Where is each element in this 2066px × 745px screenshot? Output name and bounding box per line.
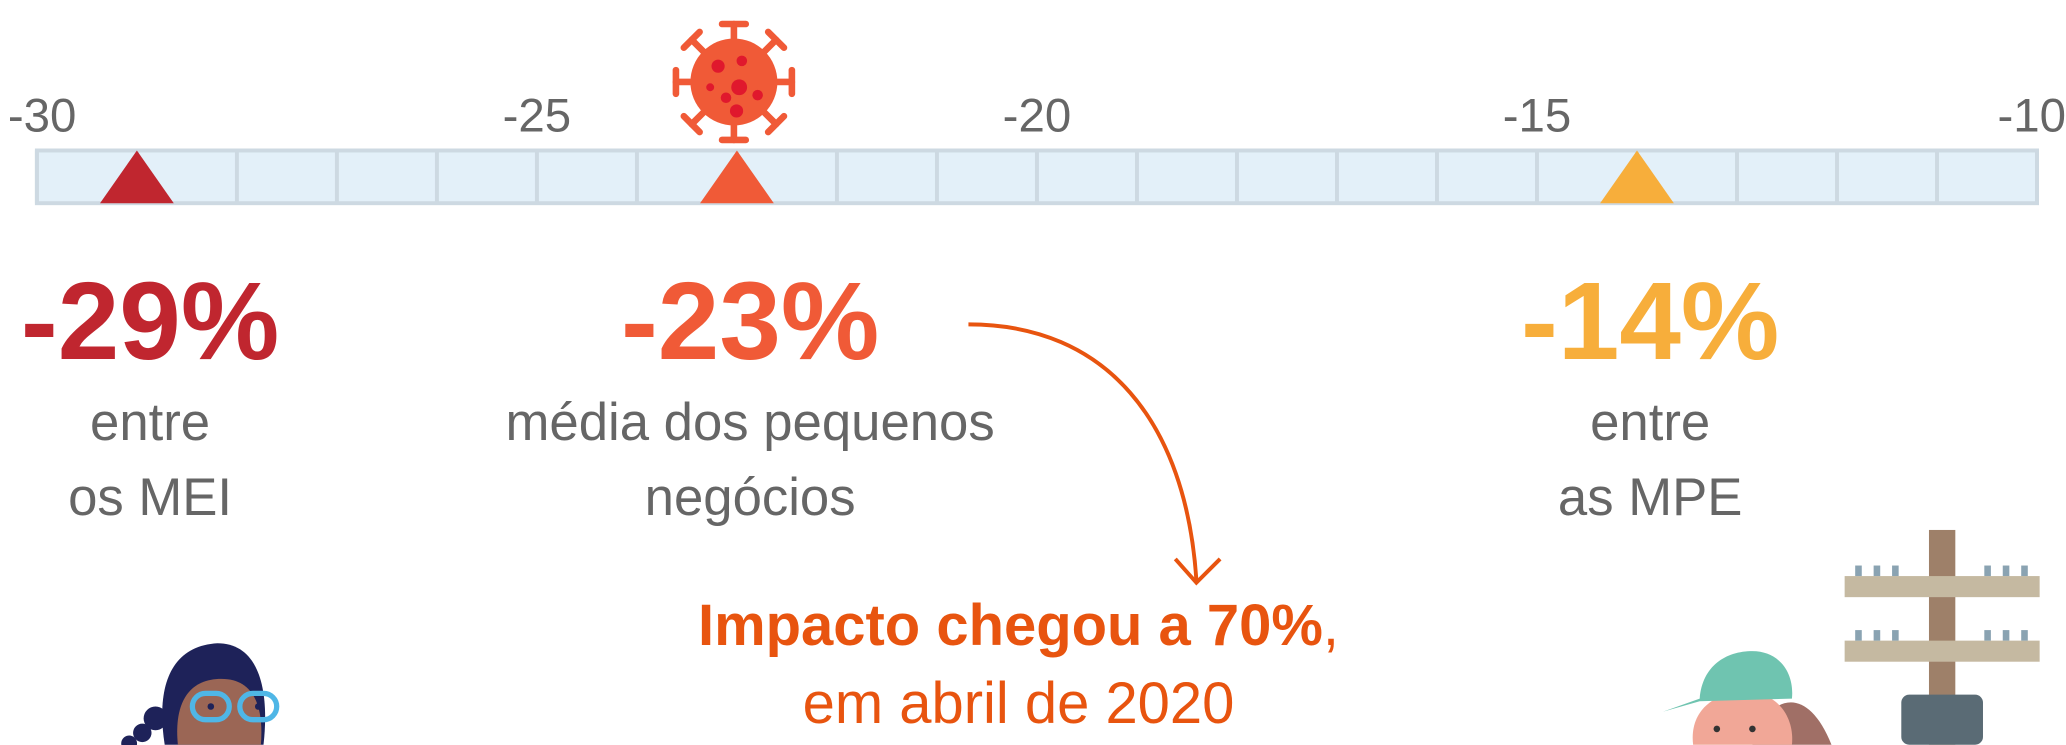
annotation-line-2: em abril de 2020 — [803, 672, 1235, 736]
arrow-head — [1175, 559, 1220, 583]
description: entre — [90, 393, 210, 452]
x-tick-label: -15 — [1503, 89, 1572, 142]
chart: Impacto chegou a 70%, em abril de 2020 -… — [0, 0, 2066, 745]
illustration-left — [121, 643, 276, 745]
x-tick-label: -10 — [1997, 89, 2066, 142]
x-tick-label: -25 — [503, 89, 572, 142]
x-tick-label: -20 — [1003, 89, 1072, 142]
annotation-highlight: Impacto chegou a 70% — [698, 594, 1323, 658]
annotation-arrow — [968, 324, 1196, 580]
description: as MPE — [1558, 468, 1742, 527]
description: entre — [1590, 393, 1710, 452]
x-tick-label: -30 — [8, 89, 77, 142]
value-label: -14% — [1521, 260, 1779, 383]
description: negócios — [645, 468, 856, 527]
value-label: -29% — [21, 260, 279, 383]
annotation-line-1: Impacto chegou a 70%, — [698, 594, 1339, 658]
grid — [37, 150, 2037, 203]
description: média dos pequenos — [506, 393, 995, 452]
value-label: -23% — [621, 260, 879, 383]
illustration-right — [1663, 530, 2040, 745]
annotation-punctuation: , — [1323, 594, 1339, 658]
virus-icon — [676, 24, 792, 140]
description: os MEI — [68, 468, 232, 527]
page: {"chart_data": { "type": "number-line", … — [0, 0, 2066, 745]
